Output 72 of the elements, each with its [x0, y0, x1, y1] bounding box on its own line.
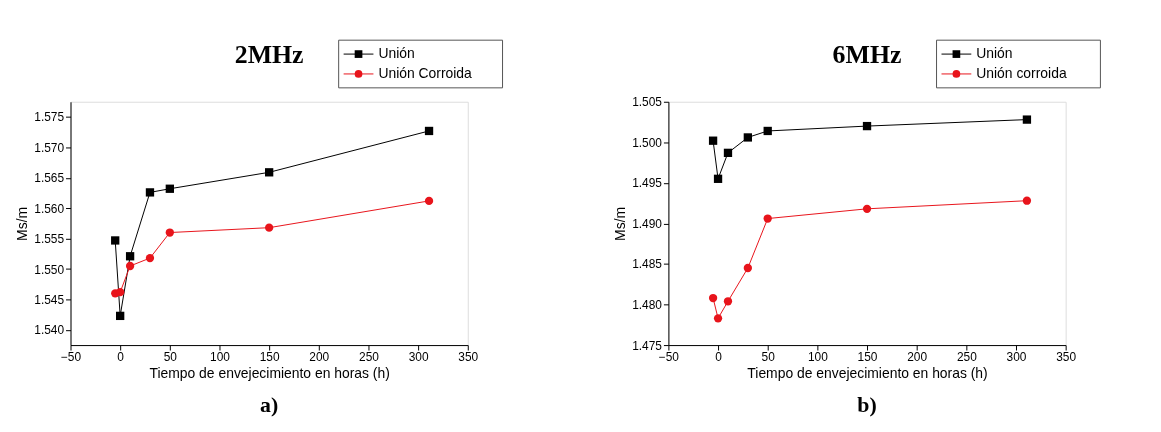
- y-tick-label: 1.565: [34, 171, 65, 186]
- point: [713, 174, 723, 183]
- y-tick-label: 1.540: [34, 323, 65, 338]
- text: a): [260, 392, 279, 417]
- point: [145, 188, 155, 197]
- point: [165, 228, 174, 237]
- point: [111, 236, 120, 245]
- x-tick-label: 300: [408, 350, 429, 365]
- point: [1022, 115, 1032, 124]
- point: [424, 126, 434, 136]
- x-tick-label: 350: [458, 350, 479, 365]
- x-tick-label: 250: [956, 350, 978, 365]
- x-tick-label: 0: [715, 350, 723, 365]
- y-tick-label: 1.575: [34, 110, 65, 125]
- point: [723, 297, 733, 306]
- point: [862, 204, 872, 213]
- y-tick-label: 1.480: [632, 297, 663, 312]
- point: [763, 214, 772, 223]
- x-tick-label: 150: [259, 350, 280, 365]
- x-tick-label: 100: [210, 350, 231, 365]
- point: [424, 196, 434, 206]
- point: [145, 253, 155, 263]
- y-tick-label: 1.550: [34, 262, 65, 277]
- x-tick-label: 300: [1006, 350, 1027, 365]
- legend-label: Unión corroida: [976, 64, 1067, 81]
- y-tick-label: 1.570: [34, 140, 65, 155]
- x-tick-label: −50: [658, 350, 680, 365]
- x-axis-title: Tiempo de envejecimiento en horas (h): [747, 365, 988, 382]
- y-tick-label: 1.555: [34, 232, 65, 247]
- y-tick-label: 1.475: [632, 338, 663, 353]
- x-tick-label: 150: [857, 350, 878, 365]
- x-axis-title: Tiempo de envejecimiento en horas (h): [149, 365, 390, 382]
- point: [763, 126, 772, 136]
- x-tick-label: 50: [761, 350, 776, 365]
- point: [165, 184, 174, 193]
- point: [862, 121, 872, 131]
- x-tick-label: 350: [1056, 350, 1077, 365]
- point: [125, 252, 135, 261]
- legend-label: Unión: [378, 45, 415, 62]
- y-tick-label: 1.545: [34, 292, 65, 307]
- point: [713, 314, 723, 323]
- x-tick-label: 100: [807, 350, 829, 365]
- y-axis-title: Ms/m: [14, 206, 31, 241]
- x-tick-label: 0: [117, 350, 125, 365]
- y-tick-label: 1.500: [632, 135, 663, 150]
- y-axis-title: Ms/m: [612, 206, 629, 241]
- y-tick-label: 1.505: [632, 95, 663, 110]
- x-tick-label: −50: [60, 350, 82, 365]
- point: [264, 168, 274, 177]
- point: [125, 261, 135, 271]
- legend-label: Unión Corroida: [378, 64, 473, 81]
- x-tick-label: 250: [359, 350, 380, 365]
- chart-title: 6MHz: [832, 39, 902, 69]
- y-tick-label: 1.560: [34, 201, 65, 216]
- point: [116, 311, 125, 321]
- y-tick-label: 1.490: [632, 216, 663, 231]
- x-tick-label: 200: [309, 350, 330, 365]
- legend-label: Unión: [976, 45, 1013, 62]
- text: b): [857, 392, 877, 417]
- point: [708, 293, 718, 303]
- point: [743, 263, 752, 273]
- point: [116, 288, 125, 297]
- point: [723, 148, 733, 158]
- y-tick-label: 1.495: [632, 176, 663, 191]
- point: [708, 136, 718, 145]
- point: [743, 133, 752, 142]
- x-tick-label: 200: [907, 350, 928, 365]
- chart-title: 2MHz: [234, 39, 304, 69]
- y-tick-label: 1.485: [632, 257, 663, 272]
- point: [1022, 196, 1032, 205]
- x-tick-label: 50: [163, 350, 178, 365]
- point: [264, 223, 274, 232]
